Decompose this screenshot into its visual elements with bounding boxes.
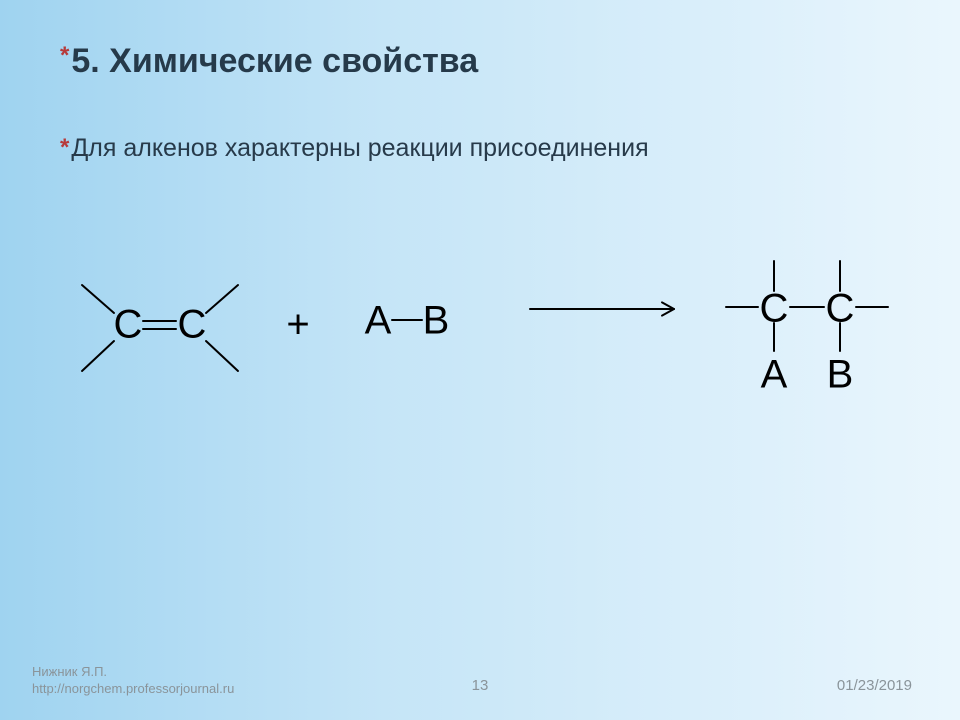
footer-author-name: Нижник Я.П. bbox=[32, 664, 107, 679]
svg-text:+: + bbox=[286, 303, 309, 347]
svg-text:A: A bbox=[761, 353, 788, 397]
slide: *5. Химические свойства *Для алкенов хар… bbox=[0, 0, 960, 720]
subtitle-asterisk: * bbox=[60, 134, 69, 161]
svg-text:C: C bbox=[178, 303, 207, 347]
footer-author: Нижник Я.П. http://norgchem.professorjou… bbox=[32, 663, 234, 698]
svg-text:A: A bbox=[365, 299, 392, 343]
slide-title: 5. Химические свойства bbox=[71, 42, 478, 80]
footer-author-url: http://norgchem.professorjournal.ru bbox=[32, 681, 234, 696]
title-block: *5. Химические свойства bbox=[60, 42, 920, 81]
footer-date: 01/23/2019 bbox=[837, 677, 912, 694]
subtitle-block: *Для алкенов характерны реакции присоеди… bbox=[60, 134, 920, 163]
reaction-diagram: CC+ABCCAB bbox=[40, 195, 920, 455]
svg-text:B: B bbox=[423, 299, 450, 343]
svg-text:B: B bbox=[827, 353, 854, 397]
svg-text:C: C bbox=[114, 303, 143, 347]
slide-subtitle: Для алкенов характерны реакции присоедин… bbox=[71, 134, 648, 162]
title-asterisk: * bbox=[60, 42, 69, 69]
footer-page-number: 13 bbox=[472, 677, 489, 694]
